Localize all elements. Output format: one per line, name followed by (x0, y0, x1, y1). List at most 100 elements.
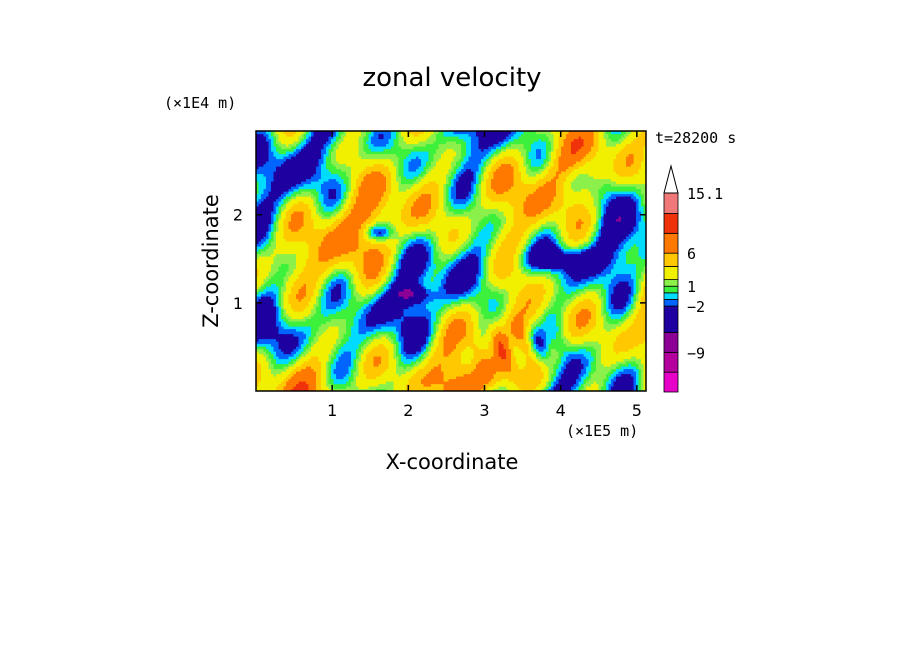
field-cell (258, 188, 265, 192)
field-cell (531, 236, 535, 240)
field-cell (413, 201, 432, 205)
field-cell (598, 238, 625, 242)
field-cell (346, 186, 350, 190)
field-cell (431, 198, 440, 202)
field-cell (318, 203, 322, 207)
field-cell (431, 238, 435, 242)
field-cell (638, 283, 642, 287)
field-cell (278, 138, 300, 142)
field-cell (276, 221, 280, 225)
field-cell (373, 328, 397, 332)
field-cell (481, 283, 487, 287)
field-cell (553, 231, 560, 235)
field-cell (411, 231, 437, 235)
field-cell (623, 133, 630, 137)
field-cell (506, 218, 515, 222)
field-cell (388, 261, 395, 265)
field-cell (523, 318, 530, 322)
field-cell (488, 276, 500, 280)
field-cell (403, 361, 412, 365)
field-cell (271, 266, 280, 270)
field-cell (601, 213, 605, 217)
field-cell (561, 311, 565, 315)
field-cell (296, 328, 312, 332)
field-cell (628, 238, 646, 242)
field-cell (563, 186, 572, 190)
field-cell (351, 188, 355, 192)
field-cell (266, 351, 272, 355)
field-cell (598, 198, 602, 202)
field-cell (631, 306, 635, 310)
field-cell (256, 138, 267, 142)
field-cell (553, 211, 567, 215)
field-cell (601, 348, 615, 352)
field-cell (513, 263, 520, 267)
field-cell (638, 291, 645, 295)
field-cell (331, 376, 337, 380)
field-cell (273, 176, 312, 180)
field-cell (633, 301, 637, 305)
field-cell (601, 298, 605, 302)
field-cell (338, 211, 345, 215)
field-cell (396, 153, 410, 157)
field-cell (486, 248, 490, 252)
field-cell (633, 138, 646, 142)
field-cell (393, 273, 397, 277)
field-cell (491, 166, 500, 170)
field-cell (403, 316, 427, 320)
field-cell (321, 203, 327, 207)
field-cell (471, 168, 480, 172)
field-cell (358, 238, 367, 242)
field-cell (561, 321, 565, 325)
field-cell (443, 183, 447, 187)
field-cell (311, 133, 315, 137)
field-cell (563, 268, 605, 272)
field-cell (571, 146, 582, 150)
field-cell (271, 228, 275, 232)
field-cell (281, 208, 285, 212)
field-cell (306, 178, 320, 182)
field-cell (338, 358, 352, 362)
field-cell (531, 346, 535, 350)
field-cell (478, 191, 482, 195)
field-cell (583, 373, 590, 377)
field-cell (491, 158, 500, 162)
field-cell (483, 383, 495, 387)
field-cell (573, 138, 585, 142)
field-cell (493, 338, 510, 342)
field-cell (383, 286, 390, 290)
field-cell (533, 388, 542, 391)
field-cell (333, 276, 347, 280)
field-cell (311, 216, 322, 220)
field-cell (633, 298, 637, 302)
field-cell (526, 168, 532, 172)
field-cell (463, 138, 472, 142)
field-cell (543, 328, 560, 332)
field-cell (563, 368, 582, 372)
field-cell (553, 291, 560, 295)
field-cell (426, 306, 442, 310)
field-cell (328, 281, 332, 285)
field-cell (596, 311, 602, 315)
field-cell (433, 341, 440, 345)
field-cell (463, 373, 495, 377)
field-cell (356, 311, 365, 315)
field-cell (291, 388, 310, 391)
field-cell (331, 273, 340, 277)
field-cell (398, 186, 412, 190)
field-cell (273, 233, 277, 237)
field-cell (598, 226, 602, 230)
field-cell (548, 156, 552, 160)
field-cell (318, 191, 322, 195)
field-cell (456, 248, 462, 252)
field-cell (536, 386, 545, 390)
field-cell (388, 361, 397, 365)
field-cell (543, 293, 555, 297)
field-cell (356, 178, 365, 182)
field-cell (391, 131, 397, 135)
field-cell (303, 266, 330, 270)
field-cell (493, 176, 515, 180)
field-cell (406, 371, 417, 375)
field-cell (576, 226, 582, 230)
field-cell (581, 376, 587, 380)
